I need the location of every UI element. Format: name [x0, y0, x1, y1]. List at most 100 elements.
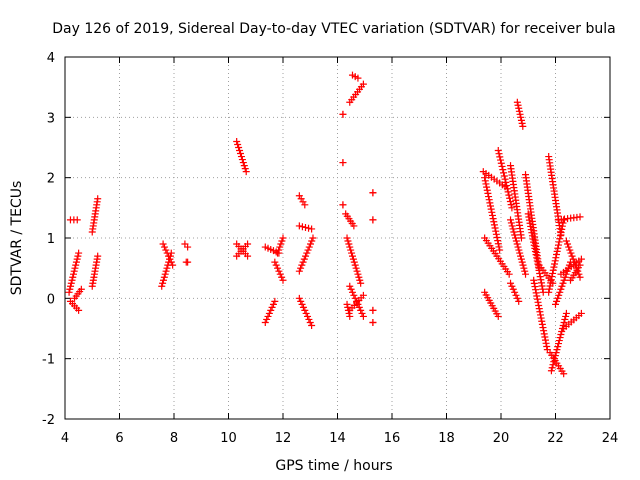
data-point: [517, 113, 525, 121]
data-point: [492, 227, 500, 235]
data-point: [304, 246, 312, 254]
data-point: [564, 240, 572, 248]
data-point: [496, 246, 504, 254]
data-point: [238, 156, 246, 164]
data-point: [506, 194, 514, 202]
data-point: [344, 237, 352, 245]
data-point: [541, 336, 549, 344]
data-point: [551, 260, 559, 268]
data-point: [500, 169, 508, 177]
data-point: [308, 237, 316, 245]
data-point: [488, 211, 496, 219]
data-point: [575, 270, 583, 278]
data-point: [354, 270, 362, 278]
data-point: [359, 80, 367, 88]
data-point: [520, 264, 528, 272]
data-point: [510, 228, 518, 236]
data-point: [566, 246, 574, 254]
data-point: [306, 318, 314, 326]
data-point: [265, 309, 273, 317]
y-tick-label: 1: [47, 232, 55, 247]
data-point: [278, 273, 286, 281]
data-point: [69, 270, 77, 278]
data-point: [68, 276, 76, 284]
data-point: [490, 218, 498, 226]
data-point: [562, 309, 570, 317]
data-point: [167, 249, 175, 257]
data-point: [559, 219, 567, 227]
data-point: [184, 258, 192, 266]
data-point: [515, 297, 523, 305]
data-point: [308, 321, 316, 329]
data-point: [536, 308, 544, 316]
data-point: [67, 282, 75, 290]
data-point: [512, 237, 520, 245]
data-point: [94, 252, 102, 260]
data-point: [275, 246, 283, 254]
data-point: [504, 188, 512, 196]
data-point: [561, 315, 569, 323]
data-point: [551, 257, 559, 265]
data-point: [279, 234, 287, 242]
data-point: [546, 282, 554, 290]
data-point: [556, 334, 564, 342]
data-point: [350, 258, 358, 266]
data-point: [540, 327, 548, 335]
axis-ticks: [64, 56, 611, 420]
data-point: [560, 318, 568, 326]
data-point: [348, 288, 356, 296]
data-point: [166, 252, 174, 260]
data-point: [562, 237, 570, 245]
data-point: [509, 285, 517, 293]
data-point: [522, 270, 530, 278]
data-point: [494, 147, 502, 155]
data-point: [160, 273, 168, 281]
data-point: [279, 276, 287, 284]
data-point: [549, 361, 557, 369]
data-point: [514, 243, 522, 251]
data-point: [507, 201, 515, 209]
data-point: [528, 232, 536, 240]
data-point: [550, 358, 558, 366]
data-point: [161, 270, 169, 278]
data-point: [555, 291, 563, 299]
data-point: [545, 288, 553, 296]
data-point: [508, 222, 516, 230]
data-point: [339, 201, 347, 209]
data-point: [301, 306, 309, 314]
data-point: [236, 147, 244, 155]
data-point: [276, 243, 284, 251]
data-point: [517, 116, 525, 124]
data-point: [554, 241, 562, 249]
x-axis-title: GPS time / hours: [275, 458, 392, 474]
data-point: [517, 252, 525, 260]
data-point: [570, 258, 578, 266]
data-point: [162, 246, 170, 254]
x-tick-labels: 4 6 8 10 12 14 16 18 20 22 24: [61, 431, 618, 446]
data-point: [299, 258, 307, 266]
data-point: [533, 292, 541, 300]
data-point: [344, 306, 352, 314]
data-point: [358, 309, 366, 317]
data-point: [519, 261, 527, 269]
data-point: [298, 300, 306, 308]
data-point: [355, 273, 363, 281]
data-point: [234, 140, 242, 148]
data-point: [278, 237, 286, 245]
data-point: [515, 246, 523, 254]
data-point: [277, 240, 285, 248]
data-point: [556, 235, 564, 243]
data-point: [532, 286, 540, 294]
data-point: [300, 255, 308, 263]
data-point: [516, 249, 524, 257]
data-point: [561, 273, 569, 281]
data-point: [541, 333, 549, 341]
data-point: [343, 300, 351, 308]
data-point: [309, 234, 317, 242]
data-point: [552, 349, 560, 357]
data-point: [488, 208, 496, 216]
data-point: [553, 297, 561, 305]
data-point: [306, 240, 314, 248]
data-point: [515, 107, 523, 115]
data-point: [530, 276, 538, 284]
